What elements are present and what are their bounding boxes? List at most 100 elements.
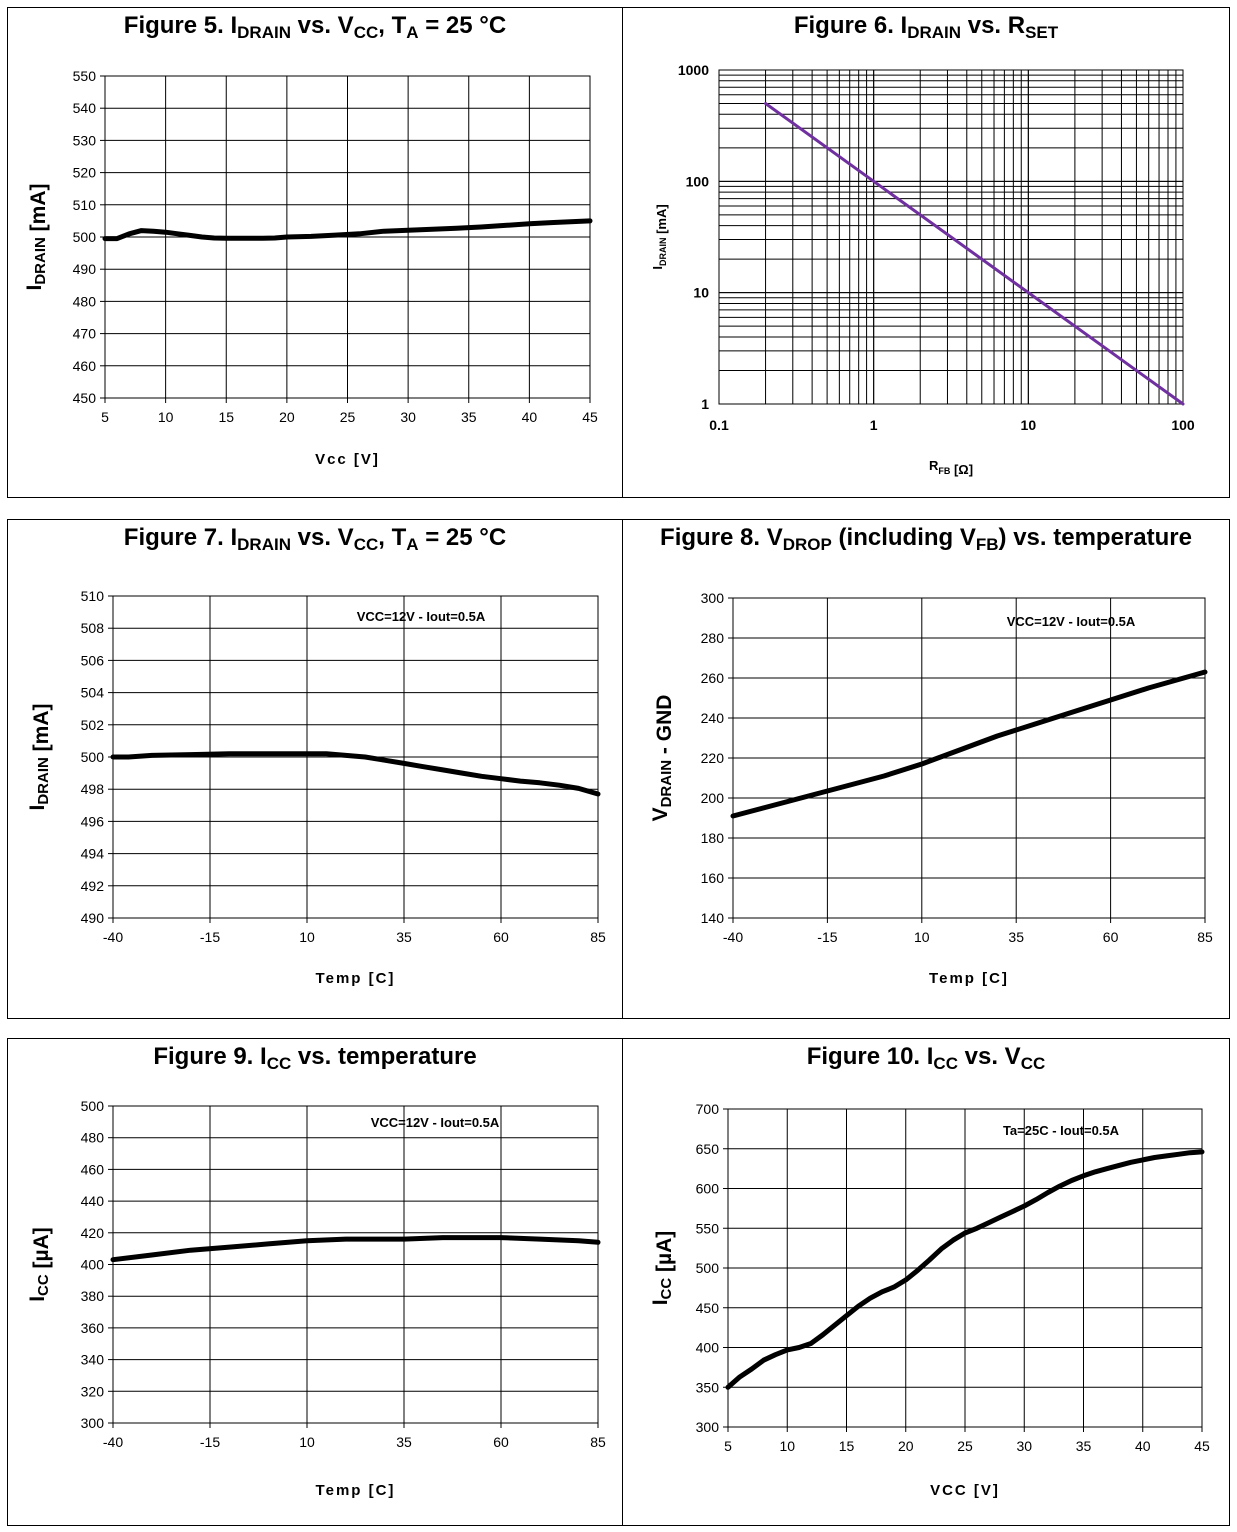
- x-tick-label: 35: [1008, 929, 1024, 945]
- y-tick-label: 10: [693, 285, 709, 301]
- y-tick-label: 260: [701, 670, 725, 686]
- gridlines: [718, 69, 1184, 405]
- y-axis-label: IDRAIN [mA]: [26, 703, 53, 810]
- y-tick-label: 340: [81, 1352, 105, 1368]
- x-tick-label: 35: [461, 409, 477, 425]
- x-tick-label: 100: [1171, 417, 1195, 433]
- y-tick-label: 1000: [678, 62, 709, 78]
- y-tick-label: 540: [73, 100, 97, 116]
- chart-title: Figure 10. ICC vs. VCC: [806, 1043, 1046, 1073]
- y-tick-label: 460: [73, 358, 97, 374]
- y-tick-label: 490: [81, 910, 105, 926]
- y-tick-label: 140: [701, 910, 725, 926]
- x-tick-label: 20: [279, 409, 295, 425]
- x-tick-label: 35: [396, 1434, 412, 1450]
- y-tick-label: 160: [701, 870, 725, 886]
- y-tick-label: 240: [701, 710, 725, 726]
- y-tick-label: 510: [73, 197, 97, 213]
- gridlines: [112, 1105, 599, 1424]
- chart-annotation: VCC=12V - Iout=0.5A: [1007, 614, 1136, 629]
- y-axis-label: VDRAIN - GND: [649, 695, 676, 822]
- x-tick-label: -40: [103, 1434, 123, 1450]
- y-tick-label: 508: [81, 620, 105, 636]
- y-tick-label: 460: [81, 1161, 105, 1177]
- y-tick-label: 200: [701, 790, 725, 806]
- y-tick-label: 300: [696, 1419, 720, 1435]
- y-tick-label: 506: [81, 652, 105, 668]
- y-tick-label: 400: [81, 1257, 105, 1273]
- y-tick-label: 220: [701, 750, 725, 766]
- x-tick-label: 85: [1197, 929, 1213, 945]
- gridlines: [727, 1108, 1203, 1428]
- chart-annotation: VCC=12V - Iout=0.5A: [371, 1115, 500, 1130]
- x-tick-label: 35: [1076, 1438, 1092, 1454]
- y-tick-label: 500: [73, 229, 97, 245]
- x-tick-label: -15: [817, 929, 837, 945]
- x-tick-label: 0.1: [709, 417, 729, 433]
- x-tick-label: 45: [582, 409, 598, 425]
- series-line: [764, 102, 1185, 406]
- x-tick-label: 10: [1021, 417, 1037, 433]
- y-tick-label: 480: [73, 293, 97, 309]
- series-line: [102, 218, 593, 242]
- x-tick-label: 10: [299, 1434, 315, 1450]
- y-axis-label: ICC [µA]: [649, 1231, 676, 1306]
- y-tick-label: 500: [696, 1260, 720, 1276]
- x-tick-label: 30: [1016, 1438, 1032, 1454]
- x-tick-label: 60: [493, 929, 509, 945]
- x-tick-label: 45: [1194, 1438, 1210, 1454]
- y-tick-label: 500: [81, 1098, 105, 1114]
- y-tick-label: 502: [81, 717, 105, 733]
- series-line: [110, 1235, 601, 1263]
- y-tick-label: 600: [696, 1181, 720, 1197]
- y-tick-label: 480: [81, 1130, 105, 1146]
- y-tick-label: 280: [701, 630, 725, 646]
- y-tick-label: 300: [701, 590, 725, 606]
- x-tick-label: 15: [218, 409, 234, 425]
- x-tick-label: 10: [779, 1438, 795, 1454]
- chart-fig9: -40 -15 10 35 60 85 300 320 340 360 380 400 420 440 46…: [26, 1098, 606, 1499]
- x-tick-label: 5: [101, 409, 109, 425]
- panel-fig8: Figure 8. VDROP (including VFB) vs. temp…: [622, 519, 1230, 1019]
- gridlines: [104, 75, 591, 399]
- x-tick-label: 25: [340, 409, 356, 425]
- y-tick-label: 500: [81, 749, 105, 765]
- x-tick-label: 20: [898, 1438, 914, 1454]
- y-tick-label: 498: [81, 781, 105, 797]
- y-tick-label: 510: [81, 588, 105, 604]
- x-tick-label: -40: [723, 929, 743, 945]
- y-axis-label: ICC [µA]: [26, 1227, 53, 1302]
- x-tick-label: -15: [200, 929, 220, 945]
- plot-frame: [718, 69, 1184, 405]
- gridlines: [732, 597, 1206, 919]
- panel-fig7: Figure 7. IDRAIN vs. VCC, TA = 25 °C -40…: [7, 519, 623, 1019]
- x-tick-label: -40: [103, 929, 123, 945]
- y-tick-label: 490: [73, 261, 97, 277]
- y-tick-label: 450: [696, 1300, 720, 1316]
- y-tick-label: 450: [73, 390, 97, 406]
- y-tick-label: 492: [81, 878, 105, 894]
- y-tick-label: 400: [696, 1340, 720, 1356]
- x-axis-label: Temp [C]: [929, 970, 1009, 987]
- y-tick-label: 550: [696, 1220, 720, 1236]
- y-axis-label: IDRAIN [mA]: [23, 183, 50, 290]
- y-tick-label: 504: [81, 685, 105, 701]
- y-tick-label: 470: [73, 326, 97, 342]
- y-tick-label: 100: [686, 173, 710, 189]
- x-tick-label: 40: [522, 409, 538, 425]
- series-line: [725, 1149, 1205, 1390]
- series-line: [730, 669, 1208, 819]
- y-tick-label: 300: [81, 1415, 105, 1431]
- x-tick-label: 15: [839, 1438, 855, 1454]
- y-tick-label: 440: [81, 1193, 105, 1209]
- x-tick-label: 60: [493, 1434, 509, 1450]
- x-tick-label: -15: [200, 1434, 220, 1450]
- panel-fig6: Figure 6. IDRAIN vs. RSET 0.1 1 10 100 1 10 10…: [622, 7, 1230, 498]
- y-tick-label: 420: [81, 1225, 105, 1241]
- chart-fig5: 5 10 15 20 25 30 35 40 4545046047048049050051052…: [23, 68, 598, 468]
- x-tick-label: 10: [158, 409, 174, 425]
- x-tick-label: 5: [724, 1438, 732, 1454]
- chart-fig8: -40 -15 10 35 60 85 140 160 180 200 220 240 260 280 30…: [649, 590, 1213, 987]
- y-tick-label: 380: [81, 1288, 105, 1304]
- y-tick-label: 700: [696, 1101, 720, 1117]
